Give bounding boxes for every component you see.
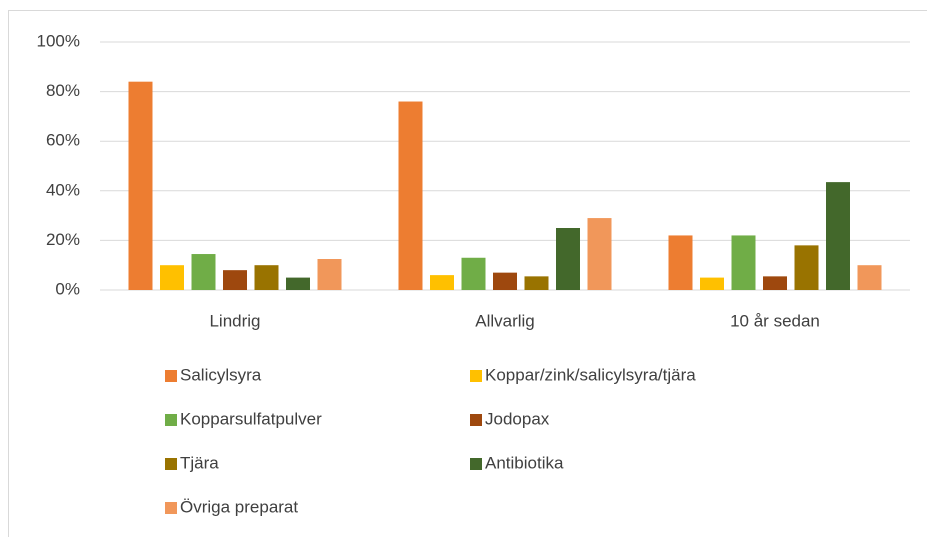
legend-label: Tjära: [180, 453, 219, 472]
legend-swatch: [165, 414, 177, 426]
y-tick-label: 20%: [46, 230, 80, 249]
bar: [191, 254, 216, 290]
legend-swatch: [165, 502, 177, 514]
bar: [398, 101, 423, 291]
bar: [493, 272, 517, 290]
bar: [524, 276, 549, 290]
legend-swatch: [470, 414, 482, 426]
bar: [556, 228, 580, 290]
bar: [731, 235, 756, 290]
x-tick-label: Allvarlig: [475, 311, 535, 330]
bar: [461, 257, 486, 290]
x-tick-label: 10 år sedan: [730, 311, 820, 330]
legend-label: Antibiotika: [485, 453, 564, 472]
bar: [794, 245, 819, 290]
legend-label: Kopparsulfatpulver: [180, 409, 322, 428]
legend-swatch: [165, 370, 177, 382]
legend-swatch: [470, 458, 482, 470]
legend-swatch: [470, 370, 482, 382]
legend-label: Koppar/zink/salicylsyra/tjära: [485, 365, 696, 384]
bar: [223, 270, 247, 290]
bar: [857, 265, 882, 290]
x-tick-label: Lindrig: [209, 311, 260, 330]
legend-label: Jodopax: [485, 409, 550, 428]
bar: [763, 276, 787, 290]
legend-label: Salicylsyra: [180, 365, 262, 384]
bar: [317, 259, 342, 290]
bar: [587, 218, 612, 290]
chart-border: [8, 10, 927, 537]
y-tick-label: 60%: [46, 131, 80, 150]
bar: [286, 277, 310, 290]
legend-swatch: [165, 458, 177, 470]
bar: [160, 265, 184, 290]
y-tick-label: 0%: [55, 279, 80, 298]
y-tick-label: 40%: [46, 180, 80, 199]
y-tick-label: 80%: [46, 81, 80, 100]
y-tick-label: 100%: [37, 31, 80, 50]
legend-label: Övriga preparat: [180, 497, 298, 516]
bar: [430, 275, 454, 290]
bar: [668, 235, 693, 290]
bar: [254, 265, 279, 290]
bar: [826, 182, 850, 290]
bar: [700, 277, 724, 290]
bar: [128, 81, 153, 291]
